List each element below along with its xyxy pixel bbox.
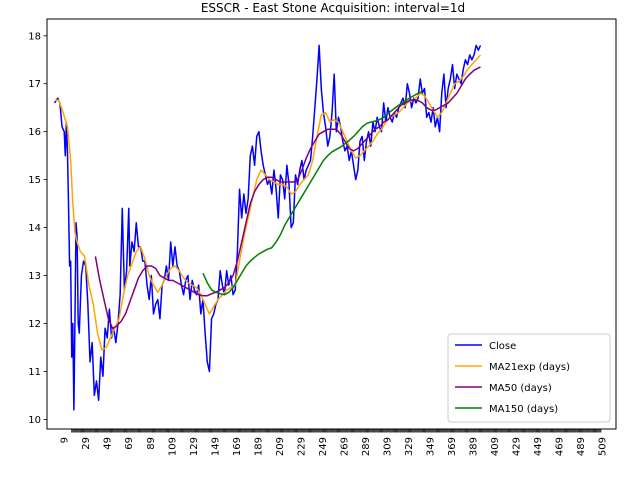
legend-label-2: MA50 (days) bbox=[489, 383, 552, 394]
x-tick-label: 409 bbox=[490, 437, 501, 456]
y-tick-label: 14 bbox=[28, 223, 41, 234]
x-tick-label: 329 bbox=[404, 437, 415, 456]
legend-label-3: MA150 (days) bbox=[489, 404, 558, 415]
y-tick-label: 18 bbox=[28, 31, 41, 42]
x-tick-label: 309 bbox=[382, 437, 393, 456]
x-tick-label: 389 bbox=[468, 437, 479, 456]
y-axis: 10 11 12 13 14 15 16 17 18 bbox=[28, 31, 47, 426]
x-tick-label: 69 bbox=[124, 437, 135, 450]
y-tick-label: 15 bbox=[28, 175, 41, 186]
x-tick-label: 109 bbox=[167, 437, 178, 456]
x-tick-label: 229 bbox=[296, 437, 307, 456]
x-tick-label: 449 bbox=[533, 437, 544, 456]
x-tick-label: 429 bbox=[511, 437, 522, 456]
legend-box bbox=[447, 333, 611, 423]
x-tick-label: 29 bbox=[81, 437, 92, 450]
y-tick-label: 16 bbox=[28, 127, 41, 138]
x-tick-label: 189 bbox=[253, 437, 264, 456]
series-line-2 bbox=[94, 66, 481, 330]
plot-frame bbox=[46, 18, 617, 430]
chart-title: ESSCR - East Stone Acquisition: interval… bbox=[201, 1, 465, 15]
series-line-3 bbox=[202, 90, 423, 296]
x-tick-label: 49 bbox=[103, 437, 114, 450]
x-tick-label: 269 bbox=[339, 437, 350, 456]
y-tick-label: 13 bbox=[28, 271, 41, 282]
x-tick-label: 89 bbox=[146, 437, 157, 450]
y-tick-label: 12 bbox=[28, 319, 41, 330]
x-tick-label: 129 bbox=[189, 437, 200, 456]
x-tick-label: 349 bbox=[425, 437, 436, 456]
x-tick-label: 489 bbox=[576, 437, 587, 456]
x-tick-label: 249 bbox=[318, 437, 329, 456]
series-layer bbox=[53, 44, 482, 411]
x-tick-label: 9 bbox=[60, 437, 71, 443]
x-tick-label: 509 bbox=[598, 437, 609, 456]
series-line-1 bbox=[54, 54, 482, 351]
x-tick-label: 289 bbox=[361, 437, 372, 456]
legend-label-1: MA21exp (days) bbox=[489, 362, 570, 373]
x-tick-label: 169 bbox=[232, 437, 243, 456]
y-tick-label: 11 bbox=[28, 367, 41, 378]
legend-label-0: Close bbox=[489, 341, 516, 352]
x-tick-label: 469 bbox=[554, 437, 565, 456]
x-tick-label: 149 bbox=[210, 437, 221, 456]
legend: Close MA21exp (days) MA50 (days) MA150 (day… bbox=[447, 333, 611, 423]
y-tick-label: 10 bbox=[28, 415, 41, 426]
x-tick-label: 369 bbox=[447, 437, 458, 456]
x-axis: 9 29 49 69 89 109 129 149 169 189 209 229 249 269 289 3… bbox=[60, 429, 609, 456]
x-tick-label: 209 bbox=[275, 437, 286, 456]
y-tick-label: 17 bbox=[28, 79, 41, 90]
